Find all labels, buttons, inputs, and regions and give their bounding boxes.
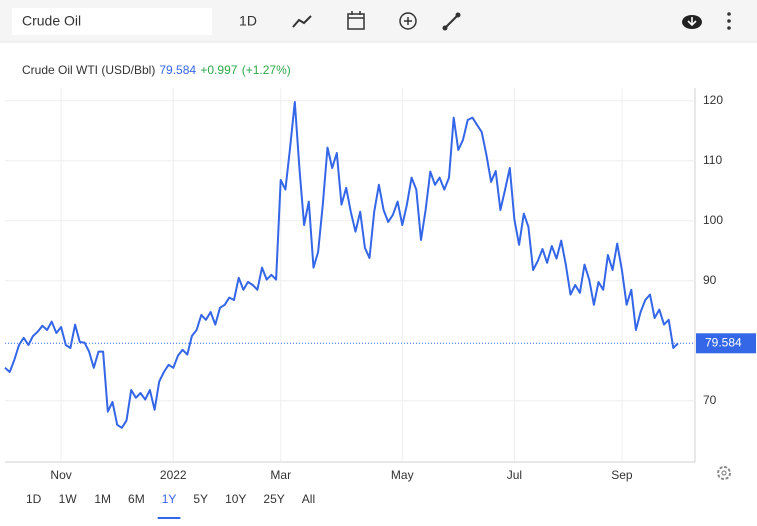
last-price-tag-label: 79.584 [705, 335, 742, 349]
symbol-input[interactable]: Crude Oil [22, 13, 81, 29]
draw-icon[interactable] [442, 12, 461, 31]
range-button[interactable]: 1Y [162, 492, 177, 506]
download-icon[interactable] [682, 15, 702, 29]
y-tick-label: 70 [703, 393, 717, 407]
settings-icon[interactable] [717, 466, 731, 480]
x-tick-label: Sep [611, 468, 633, 482]
y-tick-label: 90 [703, 273, 717, 287]
price-line [4, 101, 679, 429]
last-price-tag [696, 333, 756, 354]
last-price: 79.584 [159, 63, 196, 77]
chart-title: Crude Oil WTI (USD/Bbl) [22, 63, 155, 77]
range-button[interactable]: 1M [94, 492, 111, 506]
x-tick-label: Mar [270, 468, 291, 482]
calendar-icon[interactable] [347, 11, 365, 30]
range-button[interactable]: 5Y [193, 492, 208, 506]
menu-icon[interactable] [727, 12, 731, 30]
search-box[interactable] [12, 8, 212, 35]
range-button[interactable]: 1D [26, 492, 42, 506]
y-tick-label: 100 [703, 213, 723, 227]
interval-button[interactable]: 1D [239, 13, 257, 29]
compare-icon[interactable] [399, 12, 417, 30]
y-tick-label: 110 [703, 153, 722, 167]
price-change-percent: (+1.27%) [242, 63, 291, 77]
chart-type-icon[interactable] [292, 15, 312, 28]
x-tick-label: 2022 [160, 468, 187, 482]
grid [5, 88, 695, 462]
range-button[interactable]: 10Y [225, 492, 246, 506]
x-tick-label: May [391, 468, 414, 482]
y-tick-label: 120 [703, 93, 723, 107]
range-button[interactable]: 6M [128, 492, 145, 506]
range-button[interactable]: 25Y [263, 492, 284, 506]
range-button[interactable]: 1W [59, 492, 78, 506]
x-tick-label: Jul [507, 468, 522, 482]
x-tick-label: Nov [50, 468, 71, 482]
price-change: +0.997 [200, 63, 237, 77]
range-button[interactable]: All [302, 492, 315, 506]
